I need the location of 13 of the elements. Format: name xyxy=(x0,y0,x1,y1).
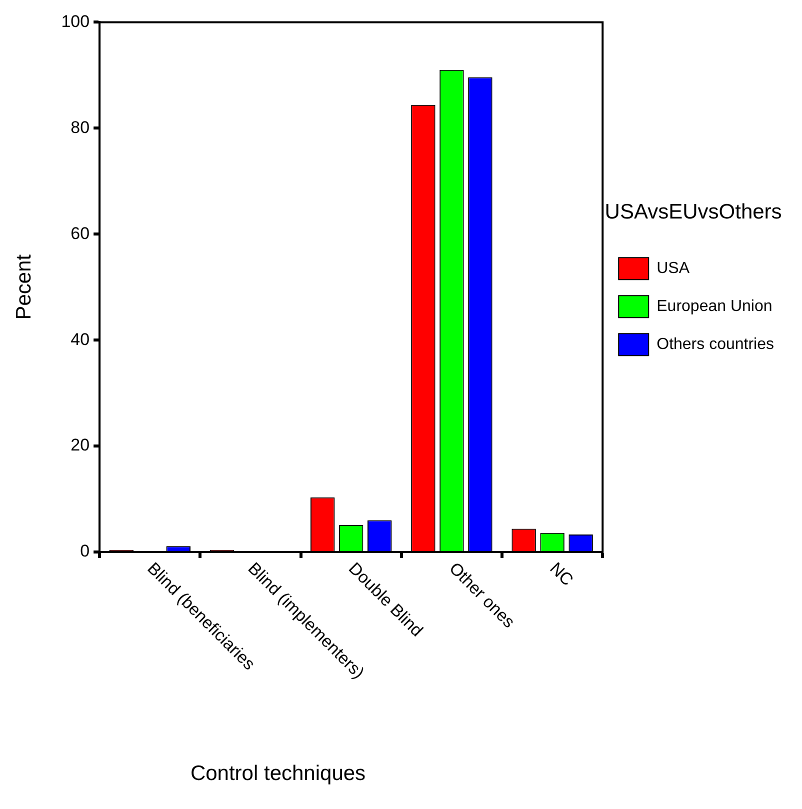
legend-title: USAvsEUvsOthers xyxy=(604,200,782,224)
y-tick-label: 100 xyxy=(61,12,90,31)
legend-label: USA xyxy=(656,260,690,278)
y-tick-label: 40 xyxy=(70,330,90,349)
legend-label: Others countries xyxy=(656,336,774,354)
y-tick-label: 60 xyxy=(70,224,90,243)
y-tick-label: 20 xyxy=(70,436,90,455)
legend-label: European Union xyxy=(656,298,772,316)
x-tick-label: NC xyxy=(546,558,577,590)
y-tick-label: 0 xyxy=(80,542,90,561)
y-tick-label: 80 xyxy=(70,118,90,137)
x-axis-title: Control techniques xyxy=(190,762,366,785)
y-axis-title: Pecent xyxy=(12,254,36,320)
